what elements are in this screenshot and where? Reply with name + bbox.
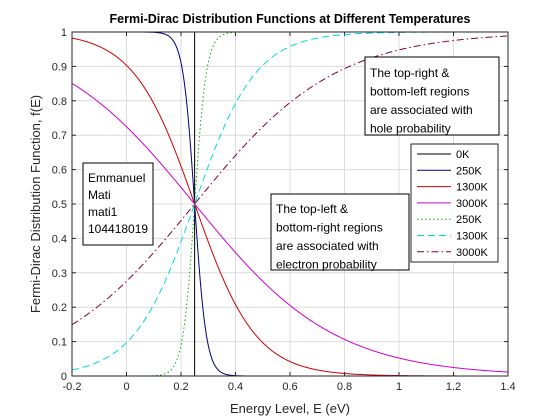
electron-box: The top-left & bottom-right regions are as… — [270, 193, 410, 272]
axis-ticks: -0.2 0 0.2 0.4 0.6 0.8 1 1.2 1.400.10.20.30.40.5… — [52, 27, 516, 393]
y-tick-label: 0.8 — [52, 96, 67, 108]
x-tick-label: 1.2 — [446, 381, 461, 393]
legend-label: 3000K — [456, 247, 488, 259]
y-tick-label: 0 — [61, 371, 67, 383]
y-tick-label: 0.9 — [52, 61, 67, 73]
hole-box: The top-right & bottom-left regions are as… — [364, 56, 500, 136]
annotation-line: The top-right & — [370, 66, 449, 80]
axes-frame — [71, 31, 509, 377]
annotations: Emmanuel Mati mati1 104418019 The top-right … — [82, 56, 500, 272]
annotation-line: electron probability — [276, 258, 377, 272]
y-tick-label: 0.4 — [52, 233, 67, 245]
y-tick-label: 0.3 — [52, 268, 67, 280]
legend-label: 0K — [456, 149, 470, 161]
x-tick-label: 0.6 — [282, 381, 297, 393]
y-tick-label: 0.2 — [52, 302, 67, 314]
x-tick-label: 1 — [396, 381, 402, 393]
x-axis-label: Energy Level, E (eV) — [230, 401, 350, 416]
annotation-line: bottom-left regions — [370, 85, 469, 99]
annotation-line: hole probability — [370, 122, 451, 136]
x-tick-label: 1.4 — [500, 381, 515, 393]
annotation-line: Mati — [88, 188, 111, 202]
annotation-line: are associated with — [276, 239, 379, 253]
x-tick-label: -0.2 — [63, 381, 82, 393]
annotation-line: 104418019 — [88, 222, 148, 236]
legend-label: 1300K — [456, 231, 488, 243]
annotation-line: bottom-right regions — [276, 221, 383, 235]
annotation-line: The top-left & — [276, 202, 348, 216]
x-tick-label: 0 — [123, 381, 129, 393]
legend-label: 250K — [456, 165, 482, 177]
annotation-line: are associated with — [370, 103, 473, 117]
legend: 0K 250K 1300K 3000K 250K 1300K 3000K — [410, 143, 499, 263]
annotation-box-border — [364, 56, 500, 136]
y-axis-label: Fermi-Dirac Distribution Function, f(E) — [28, 95, 43, 313]
chart-title: Fermi-Dirac Distribution Functions at Di… — [110, 12, 471, 26]
y-tick-label: 0.5 — [52, 199, 67, 211]
legend-label: 3000K — [456, 198, 488, 210]
annotation-box-border — [270, 193, 410, 271]
annotation-line: Emmanuel — [88, 171, 145, 185]
annotation-box-border — [82, 162, 154, 246]
y-tick-label: 0.1 — [52, 337, 67, 349]
y-tick-label: 0.7 — [52, 130, 67, 142]
legend-label: 1300K — [456, 182, 488, 194]
y-tick-label: 1 — [61, 27, 67, 39]
x-tick-label: 0.8 — [337, 381, 352, 393]
annotation-line: mati1 — [88, 205, 118, 219]
legend-label: 250K — [456, 214, 482, 226]
curve-electron-3000K — [71, 82, 509, 373]
name-box: Emmanuel Mati mati1 104418019 — [82, 162, 154, 246]
x-tick-label: 0.2 — [173, 381, 188, 393]
x-tick-label: 0.4 — [228, 381, 243, 393]
y-tick-label: 0.6 — [52, 165, 67, 177]
